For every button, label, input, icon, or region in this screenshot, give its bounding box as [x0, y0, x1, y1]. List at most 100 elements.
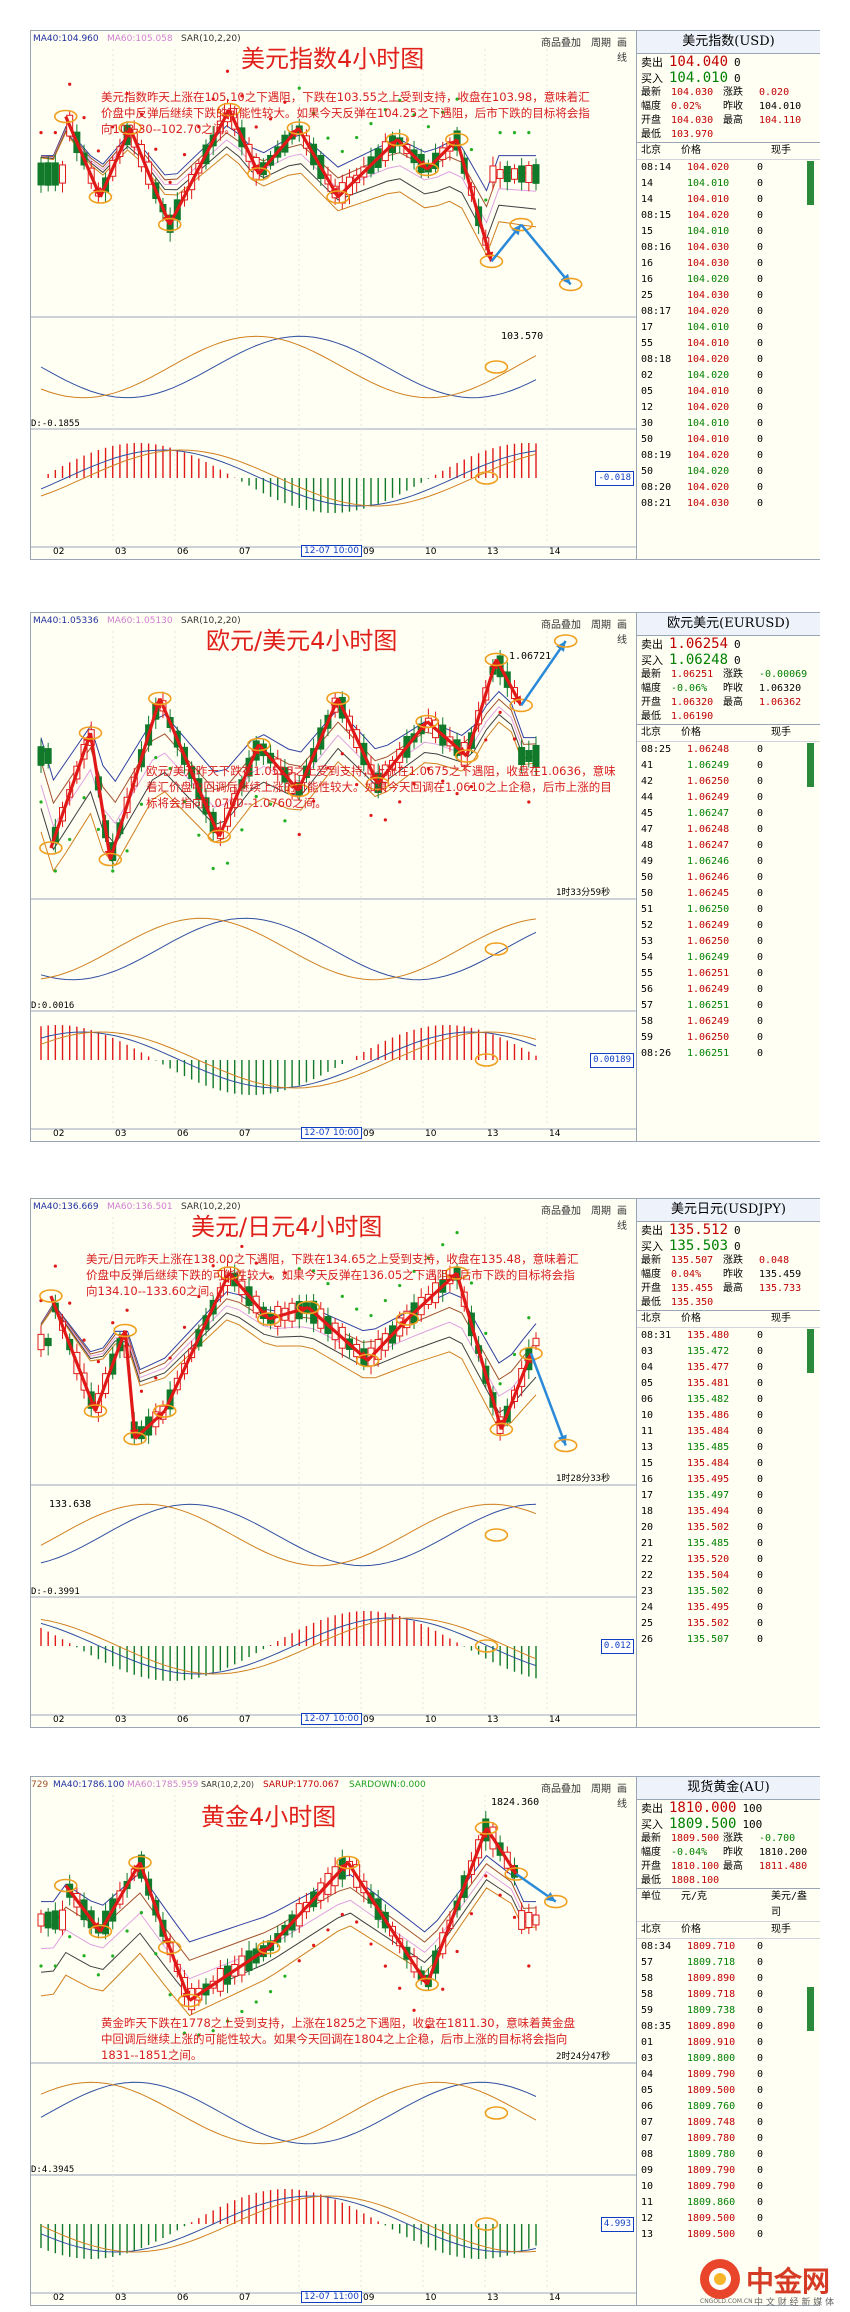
- toolbar-button-0[interactable]: 商品叠加: [541, 620, 581, 631]
- x-axis-label: 03: [115, 2293, 127, 2303]
- candle-chart[interactable]: MA40:1.05336 MA60:1.05130 SAR(10,2,20) 商品叠加…: [31, 613, 636, 1141]
- toolbar-button-0[interactable]: 商品叠加: [541, 1206, 581, 1217]
- sar-dot: [369, 1942, 373, 1946]
- tick-time: 14: [641, 178, 654, 189]
- quote-title[interactable]: 欧元美元(EURUSD): [637, 613, 820, 636]
- tick-time: 03: [641, 1346, 654, 1357]
- sar-dot: [312, 1943, 316, 1947]
- toolbar-button-0[interactable]: 商品叠加: [541, 38, 581, 49]
- trend-arrow: [346, 1861, 429, 1986]
- swing-circle: [286, 783, 311, 798]
- tick-volume: 0: [757, 1522, 764, 1533]
- x-axis-label: 12-07 10:00: [301, 545, 362, 557]
- trend-arrow: [485, 1827, 518, 1875]
- quote-sell-price: 1.06254: [669, 636, 729, 652]
- tick-volume: 0: [757, 824, 764, 835]
- toolbar-button-1[interactable]: 周期: [591, 1784, 611, 1795]
- tick-price: 1.06251: [687, 1000, 730, 1011]
- trend-arrow: [163, 1272, 231, 1412]
- tick-row: 14 104.010 0: [637, 176, 820, 192]
- toolbar-button-1[interactable]: 周期: [591, 1206, 611, 1217]
- trend-arrow: [64, 1884, 102, 1933]
- tick-scrollbar[interactable]: [807, 161, 814, 205]
- chart-title: 美元指数4小时图: [241, 45, 425, 73]
- tick-list[interactable]: 08:31 135.480 0 03 135.472 0 04 135.477 0 05 135.4…: [637, 1328, 820, 1648]
- tick-scrollbar[interactable]: [807, 1329, 814, 1373]
- sar-dot: [412, 782, 416, 786]
- tick-volume: 0: [757, 2021, 764, 2032]
- tick-time: 26: [641, 1634, 654, 1645]
- quote-stat-cell: 幅度: [641, 1269, 661, 1280]
- sar-dot: [283, 1974, 287, 1978]
- macd-circle: [474, 1639, 499, 1653]
- sar-dot: [254, 1261, 258, 1265]
- tick-row: 12 1809.500 0: [637, 2211, 820, 2227]
- sar-label: SAR(10,2,20): [181, 34, 241, 44]
- tick-price: 135.485: [687, 1538, 730, 1549]
- sar-dot: [484, 1874, 488, 1878]
- quote-stat-cell: 0.04%: [671, 1269, 702, 1280]
- sar-dot: [484, 1331, 488, 1335]
- tick-volume: 0: [757, 856, 764, 867]
- tick-time: 09: [641, 2165, 654, 2176]
- quote-panel: 欧元美元(EURUSD) 卖出 1.06254 0 买入 1.06248 0 最新 1.0625…: [636, 613, 820, 1141]
- sar-dot: [312, 111, 316, 115]
- tick-list[interactable]: 08:34 1809.710 0 57 1809.718 0 58 1809.890 0 58 18…: [637, 1939, 820, 2243]
- toolbar-button-0[interactable]: 商品叠加: [541, 1784, 581, 1795]
- x-axis-label: 12-07 11:00: [301, 2291, 362, 2303]
- quote-panel: 美元日元(USDJPY) 卖出 135.512 0 买入 135.503 0 最新 135.50…: [636, 1199, 820, 1727]
- swing-circle: [247, 167, 271, 181]
- tick-time: 16: [641, 258, 654, 269]
- tick-time: 04: [641, 2069, 654, 2080]
- moving-average-line: [41, 1854, 536, 1943]
- tick-price: 104.010: [687, 386, 730, 397]
- tick-time: 08:15: [641, 210, 672, 221]
- sar-dot: [527, 131, 531, 135]
- candle: [532, 1337, 540, 1347]
- oscillator-circle: [484, 360, 509, 374]
- quote-stat-cell: 104.030: [671, 115, 714, 126]
- quote-title[interactable]: 现货黄金(AU): [637, 1777, 820, 1800]
- sar-dot: [355, 135, 359, 140]
- tick-list[interactable]: 08:25 1.06248 0 41 1.06249 0 42 1.06250 0 44 1.062…: [637, 742, 820, 1062]
- toolbar-button-1[interactable]: 周期: [591, 620, 611, 631]
- quote-title[interactable]: 美元指数(USD): [637, 31, 820, 54]
- toolbar-button-2[interactable]: 画线: [617, 620, 627, 646]
- tick-row: 58 1.06249 0: [637, 1014, 820, 1030]
- tick-price: 1.06248: [687, 744, 730, 755]
- x-axis-label: 10: [425, 1715, 437, 1725]
- tick-scrollbar[interactable]: [807, 1987, 814, 2031]
- sar-dot: [469, 147, 474, 152]
- sar-dot: [154, 147, 158, 151]
- quote-title[interactable]: 美元日元(USDJPY): [637, 1199, 820, 1222]
- sar-dot: [340, 752, 344, 756]
- tick-row: 08:17 104.020 0: [637, 304, 820, 320]
- swing-circle: [88, 190, 113, 204]
- sar-dot: [383, 1298, 387, 1303]
- candle-chart[interactable]: MA40:136.669 MA60:136.501 SAR(10,2,20) 商品叠加…: [31, 1199, 636, 1727]
- tick-time: 08:20: [641, 482, 672, 493]
- target-circle: [543, 1894, 568, 1909]
- toolbar-button-2[interactable]: 画线: [617, 1784, 627, 1810]
- tick-time: 24: [641, 1602, 654, 1613]
- sar-dot: [383, 1964, 387, 1968]
- x-axis-label: 12-07 10:00: [301, 1127, 362, 1139]
- x-axis-label: 06: [177, 2293, 189, 2303]
- tick-price: 104.020: [687, 402, 730, 413]
- ma20-label: 729: [31, 1780, 49, 1790]
- tick-time: 10: [641, 2181, 654, 2192]
- candle-chart[interactable]: MA40:1786.100 MA60:1785.959 SAR(10,2,20) SA…: [31, 1777, 636, 2305]
- tick-list[interactable]: 08:14 104.020 0 14 104.010 0 14 104.010 0 08:15 10…: [637, 160, 820, 512]
- quote-sell-label: 卖出: [641, 1802, 663, 1815]
- trend-arrowhead: [129, 1429, 139, 1439]
- toolbar-button-2[interactable]: 画线: [617, 1206, 627, 1232]
- tick-time: 06: [641, 1394, 654, 1405]
- tick-scrollbar[interactable]: [807, 743, 814, 787]
- tick-price: 135.502: [687, 1618, 730, 1629]
- tick-time: 04: [641, 1362, 654, 1373]
- toolbar-button-2[interactable]: 画线: [617, 38, 627, 64]
- candle: [510, 168, 518, 180]
- sar-dot: [398, 98, 402, 103]
- candle-chart[interactable]: MA40:104.960 MA60:105.058 SAR(10,2,20) 商品叠加…: [31, 31, 636, 559]
- toolbar-button-1[interactable]: 周期: [591, 38, 611, 49]
